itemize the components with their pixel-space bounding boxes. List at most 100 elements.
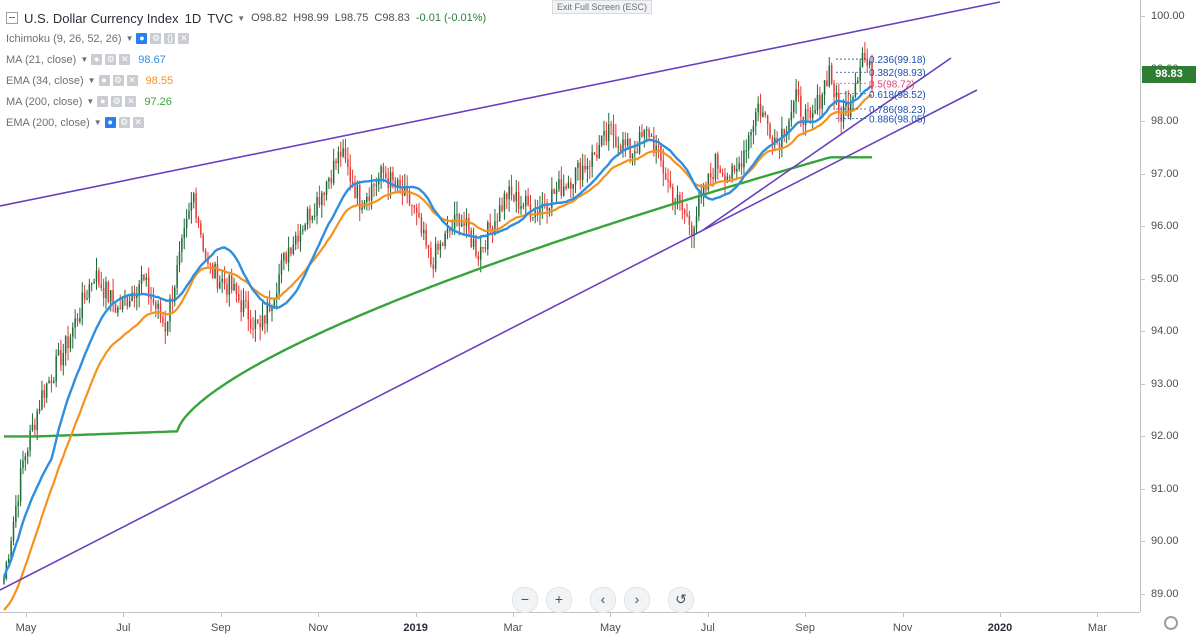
time-axis[interactable]: May Jul Sep Nov 2019 Mar May Jul Sep Nov 2020 Mar [0, 612, 1140, 641]
time-tick-label: Nov [892, 622, 913, 634]
indicator-ma21[interactable]: MA (21, close) ▼ ● ⚙ ✕ 98.67 [6, 49, 486, 70]
indicator-ma200[interactable]: MA (200, close) ▼ ● ⚙ ✕ 97.26 [6, 91, 486, 112]
chart-plot-area[interactable]: 0.236(99.18) 0.382(98.93) 0.5(98.72) 0.618(… [0, 0, 1140, 612]
price-tick-label: 97.00 [1151, 167, 1179, 180]
candle-body [249, 319, 252, 329]
candle-body [325, 181, 328, 195]
candle-body [392, 172, 394, 181]
candle-body [204, 250, 207, 259]
candle-body [771, 137, 774, 145]
chevron-down-icon[interactable]: ▼ [237, 13, 246, 23]
lower-trendline[interactable] [0, 89, 978, 591]
candle-body [788, 120, 790, 131]
candle-body [513, 194, 515, 202]
candle-body [446, 228, 449, 234]
candle-body [192, 193, 195, 203]
candle-body [226, 284, 228, 295]
price-chart[interactable]: 0.236(99.18) 0.382(98.93)0.5(98.72)0.618(… [0, 0, 1140, 612]
candle-body [555, 189, 558, 194]
candle-body [517, 192, 520, 209]
candle-body [304, 224, 306, 230]
indicator-ema34[interactable]: EMA (34, close) ▼ ● ⚙ ✕ 98.55 [6, 70, 486, 91]
candle-body [482, 246, 484, 248]
close-icon[interactable]: ✕ [119, 54, 131, 65]
fib-level-label: 0.886(98.05) [869, 114, 926, 125]
visibility-icon[interactable]: ● [97, 96, 109, 107]
price-axis[interactable]: 100.0099.0098.0097.0096.0095.0094.0093.0… [1140, 0, 1199, 612]
scroll-left-button[interactable]: ‹ [590, 587, 616, 613]
price-tick-label: 93.00 [1151, 377, 1179, 390]
close-icon[interactable]: ✕ [126, 75, 138, 86]
gear-icon[interactable] [1164, 616, 1178, 630]
settings-icon[interactable]: ⚙ [118, 117, 130, 128]
price-tick-label: 95.00 [1151, 272, 1179, 285]
candle-body [778, 143, 781, 149]
candle-body [34, 424, 36, 430]
inner-trendline[interactable] [702, 57, 952, 231]
close-icon[interactable]: ✕ [178, 33, 190, 44]
candle-body [150, 297, 152, 300]
chevron-down-icon[interactable]: ▼ [87, 76, 96, 85]
ma21-line[interactable] [2, 85, 873, 579]
candle-body [835, 93, 838, 97]
candle-body [121, 297, 124, 310]
candle-body [757, 103, 759, 113]
candle-body [287, 247, 290, 263]
candle-body [67, 336, 69, 349]
scroll-right-button[interactable]: › [624, 587, 650, 613]
candle-body [612, 124, 615, 137]
settings-icon[interactable]: ⚙ [150, 33, 162, 44]
candle-body [214, 263, 216, 278]
candle-body [340, 151, 342, 157]
candle-body [698, 197, 700, 217]
candle-body [297, 235, 299, 242]
candle-body [382, 166, 385, 173]
candle-body [562, 186, 565, 196]
close-icon[interactable]: ✕ [132, 117, 144, 128]
time-tick-label: Sep [211, 622, 231, 634]
indicator-ema200[interactable]: EMA (200, close) ▼ ● ⚙ ✕ [6, 112, 486, 133]
reset-chart-button[interactable]: ↺ [668, 587, 694, 613]
ma200-line[interactable] [4, 156, 872, 438]
candle-body [271, 307, 273, 312]
settings-icon[interactable]: ⚙ [105, 54, 117, 65]
candle-body [444, 233, 446, 246]
settings-icon[interactable]: ⚙ [111, 96, 123, 107]
visibility-icon[interactable]: ● [136, 33, 148, 44]
settings-icon[interactable]: ⚙ [112, 75, 124, 86]
candle-body [233, 283, 235, 291]
candle-body [117, 307, 119, 313]
symbol-title[interactable]: U.S. Dollar Currency Index [24, 10, 179, 26]
chevron-down-icon[interactable]: ▼ [86, 97, 95, 106]
candle-body [162, 317, 164, 323]
visibility-icon[interactable]: ● [104, 117, 116, 128]
candle-body [852, 96, 854, 103]
chevron-down-icon[interactable]: ▼ [80, 55, 89, 64]
candle-body [22, 460, 24, 469]
candle-body [88, 284, 91, 299]
upper-trendline[interactable] [0, 1, 1001, 207]
chevron-down-icon[interactable]: ▼ [93, 118, 102, 127]
candle-body [200, 223, 202, 235]
zoom-in-button[interactable]: + [546, 587, 572, 613]
collapse-legend-icon[interactable] [6, 12, 18, 24]
visibility-icon[interactable]: ● [91, 54, 103, 65]
candle-body [427, 245, 430, 248]
interval-label[interactable]: 1D [184, 10, 202, 26]
close-icon[interactable]: ✕ [125, 96, 137, 107]
exit-fullscreen-button[interactable]: Exit Full Screen (ESC) [552, 0, 653, 14]
indicator-ichimoku[interactable]: Ichimoku (9, 26, 52, 26) ▼ ● ⚙ {} ✕ [6, 28, 486, 49]
candle-body [207, 258, 209, 264]
zoom-out-button[interactable]: − [512, 587, 538, 613]
candle-body [420, 217, 423, 233]
candle-body [394, 180, 397, 187]
time-tick-label: Jul [700, 622, 715, 634]
source-icon[interactable]: {} [164, 33, 176, 44]
candle-body [38, 409, 41, 412]
visibility-icon[interactable]: ● [98, 75, 110, 86]
chevron-down-icon[interactable]: ▼ [125, 34, 134, 43]
candle-body [866, 58, 869, 66]
candle-body [539, 208, 541, 215]
candle-body [337, 151, 340, 164]
price-tick-mark [1141, 436, 1145, 438]
